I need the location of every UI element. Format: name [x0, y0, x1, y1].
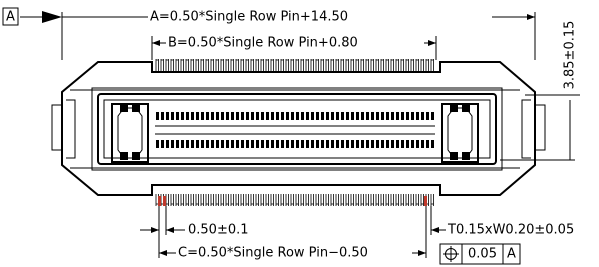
tolerance-datum: A: [507, 247, 516, 262]
pins-bottom: [155, 194, 435, 206]
dim-c: C=0.50*Single Row Pin−0.50: [178, 246, 368, 261]
dim-pin-size: T0.15xW0.20±0.05: [447, 223, 574, 238]
dim-pitch: 0.50±0.1: [188, 223, 249, 238]
datum-label: A: [6, 10, 15, 25]
tolerance-value: 0.05: [468, 247, 497, 262]
arrow: [42, 11, 62, 23]
dim-height: 3.85±0.15: [563, 21, 578, 90]
dim-b: B=0.50*Single Row Pin+0.80: [168, 36, 358, 51]
pins-top: [155, 59, 435, 71]
connector: [52, 59, 545, 206]
dim-a: A=0.50*Single Row Pin+14.50: [150, 10, 348, 25]
drawing: A A=0.50*Single Row Pin+14.50 B=0.50*Sin…: [0, 0, 599, 267]
